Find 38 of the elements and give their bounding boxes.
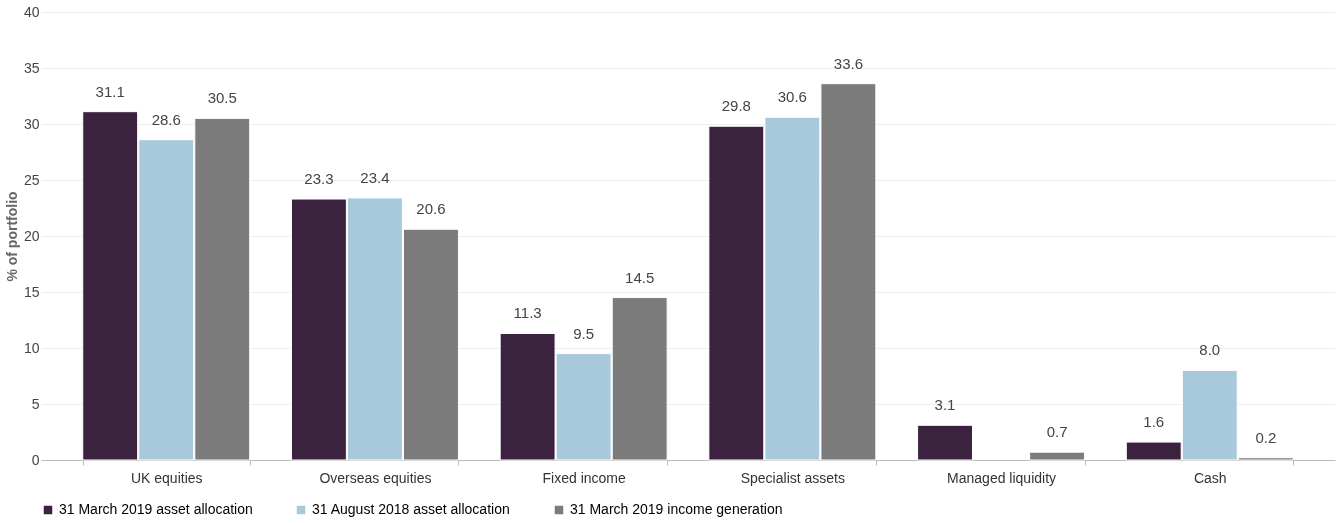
data-label: 8.0 [1199, 341, 1221, 359]
x-tick-label: Specialist assets [740, 469, 845, 486]
y-tick-label: 40 [23, 3, 40, 20]
data-label: 20.6 [416, 200, 446, 218]
y-tick-label: 20 [23, 227, 40, 244]
x-tick-label: Managed liquidity [947, 469, 1057, 486]
data-label: 30.6 [777, 88, 807, 106]
y-tick-label: 0 [31, 451, 40, 468]
y-tick-label: 35 [23, 59, 40, 76]
data-label: 29.8 [721, 97, 751, 115]
data-label: 11.3 [513, 304, 542, 322]
y-tick-label: 15 [23, 283, 40, 300]
y-tick-label: 10 [23, 339, 40, 356]
data-label: 0.2 [1255, 428, 1277, 446]
data-label: 1.6 [1143, 413, 1165, 431]
x-tick-label: Fixed income [542, 469, 626, 486]
legend-label: 31 March 2019 income generation [570, 501, 783, 517]
y-tick-label: 30 [23, 115, 40, 132]
y-axis-title: % of portfolio [3, 191, 20, 282]
x-tick-label: UK equities [130, 469, 203, 486]
data-label: 23.3 [304, 170, 334, 188]
data-label: 31.1 [95, 82, 125, 100]
data-label: 3.1 [934, 396, 956, 414]
data-label: 28.6 [151, 110, 181, 128]
data-label: 9.5 [573, 324, 595, 342]
y-tick-label: 5 [31, 395, 40, 412]
bar [917, 424, 973, 461]
data-label: 30.5 [207, 89, 237, 107]
x-tick-label: Cash [1193, 469, 1227, 486]
y-tick-label: 25 [23, 171, 40, 188]
x-tick-label: Overseas equities [319, 469, 432, 486]
bar [1029, 451, 1086, 461]
data-label: 23.4 [360, 168, 390, 186]
legend-label: 31 March 2019 asset allocation [59, 501, 253, 517]
legend-label: 31 August 2018 asset allocation [312, 501, 510, 517]
data-label: 33.6 [833, 54, 863, 72]
data-label: 0.7 [1046, 423, 1068, 441]
data-label: 14.5 [625, 268, 655, 286]
